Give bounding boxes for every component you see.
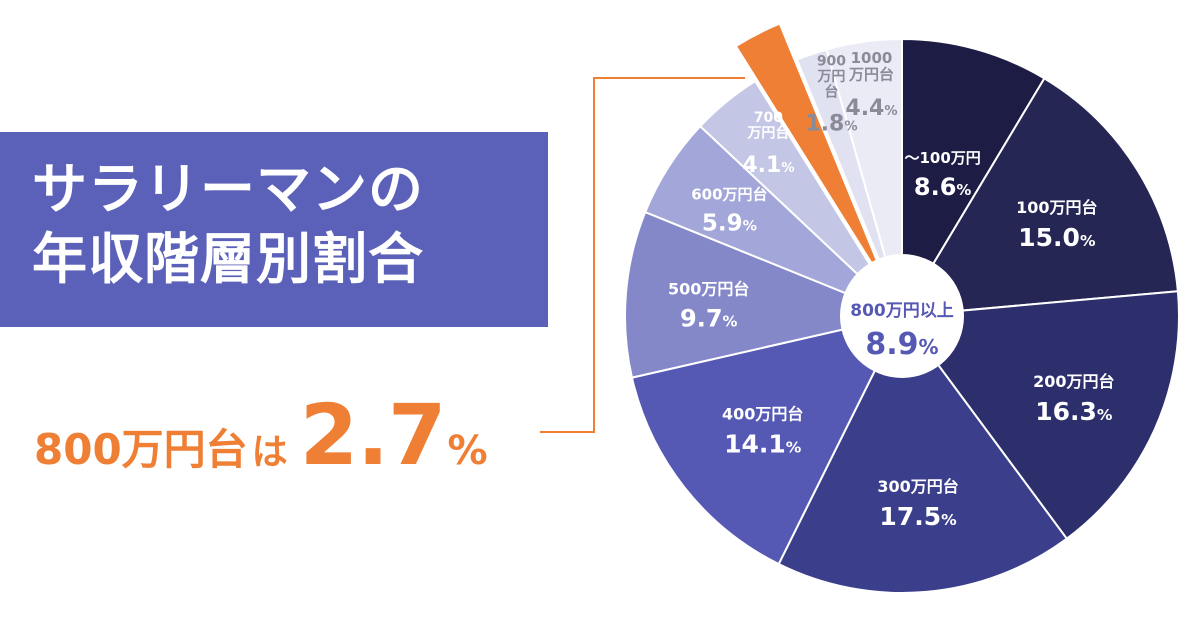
slice-label-900man-yens-part2: 台: [824, 83, 838, 100]
headline-value: 2.7: [299, 386, 447, 484]
slice-label-500man-yens: 500万円台: [668, 279, 749, 298]
slice-value-100man-yens: 15.0%: [1018, 223, 1096, 252]
center-value: 8.9%: [865, 327, 938, 362]
slice-label-300man-yens: 300万円台: [877, 477, 958, 496]
slice-value-200man-yens: 16.3%: [1035, 397, 1113, 426]
headline-category: 800万円台: [34, 425, 248, 474]
center-label: 800万円以上: [850, 301, 954, 321]
pie-slice-200man-yens: [900, 290, 1180, 541]
slice-value-1000man-yens: 4.4%: [845, 96, 897, 121]
slice-label-600man-yens: 600万円台: [691, 185, 767, 203]
headline-unit: %: [447, 428, 488, 474]
slice-value-700man-yens: 4.1%: [742, 153, 794, 178]
center-value-unit: %: [919, 335, 939, 359]
center-value-number: 8.9: [865, 327, 918, 362]
slice-value-500man-yens: 9.7%: [680, 304, 738, 332]
title-banner: サラリーマンの 年収階層別割合: [0, 132, 548, 327]
pie-slice-700man-yens: [698, 79, 903, 317]
title-line-1: サラリーマンの: [32, 157, 425, 221]
slice-label-700man-yens-part1: 万円台: [746, 124, 789, 141]
headline-particle: は: [251, 432, 288, 473]
pie-slice-under-100man-yen: [901, 37, 1046, 320]
slice-value-900man-yens: 1.8%: [805, 111, 857, 136]
title-line-2: 年収階層別割合: [32, 227, 425, 291]
slice-label-1000man-yens-part1: 万円台: [848, 66, 894, 84]
pie-slice-1000man-yens: [825, 37, 903, 317]
pie-slice-300man-yens: [777, 314, 1069, 594]
slice-label-700man-yens-part0: 700: [754, 110, 783, 126]
slice-label-100man-yens: 100万円台: [1016, 198, 1097, 217]
slice-label-200man-yens: 200万円台: [1033, 372, 1114, 391]
center-hole: [840, 254, 964, 378]
callout-connector: [540, 77, 745, 433]
slice-value-400man-yens: 14.1%: [724, 430, 802, 459]
slice-value-under-100man-yen: 8.6%: [914, 173, 972, 201]
headline-callout: 800万円台 は 2.7 %: [34, 386, 488, 486]
slice-label-400man-yens: 400万円台: [722, 405, 803, 424]
pie-slice-800man-yens: [734, 22, 892, 294]
slice-label-under-100man-yen: ～100万円: [904, 149, 980, 167]
pie-slice-100man-yens: [900, 77, 1179, 318]
pie-slice-400man-yens: [630, 314, 904, 566]
pie-slice-500man-yens: [624, 210, 906, 379]
slice-value-300man-yens: 17.5%: [879, 502, 957, 531]
slice-value-600man-yens: 5.9%: [702, 210, 757, 236]
slice-label-1000man-yens-part0: 1000: [851, 49, 893, 67]
slice-label-900man-yens-part1: 万円: [816, 69, 845, 85]
slice-label-900man-yens-part0: 900: [817, 54, 846, 70]
